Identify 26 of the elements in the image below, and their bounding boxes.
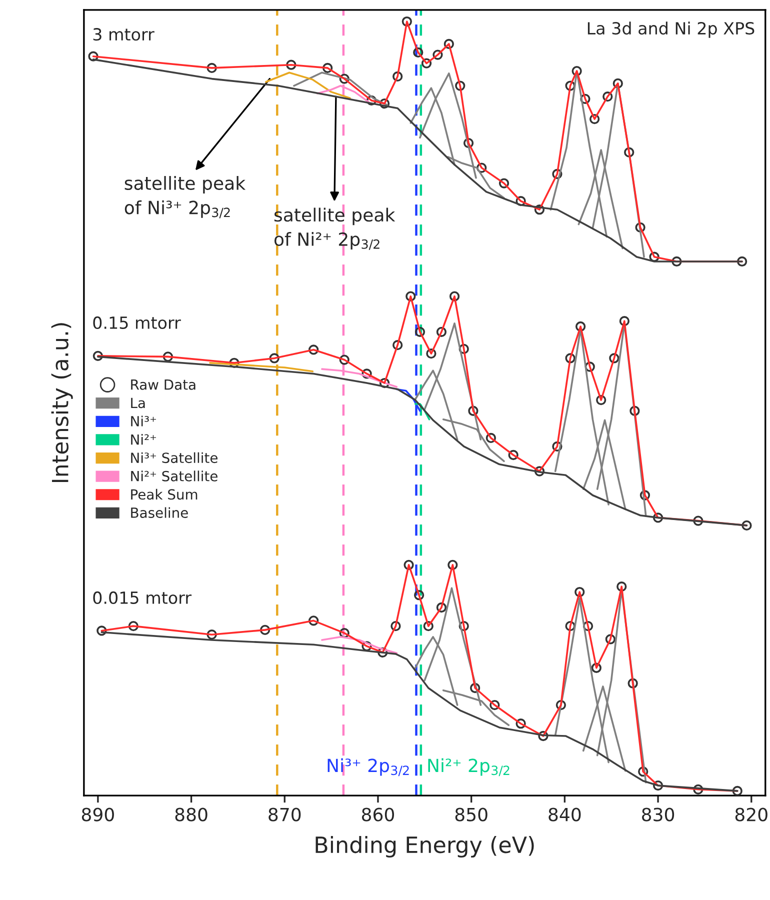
legend-label: Raw Data	[131, 380, 196, 390]
legend-label: Peak Sum	[131, 488, 198, 500]
legend-label: La	[131, 398, 145, 408]
ref-line-label: Ni²⁺ 2p$_{3/2}$	[428, 758, 510, 776]
x-tick-label: 840	[548, 808, 581, 822]
legend-label: Baseline	[131, 507, 188, 518]
legend-label: Ni²⁺	[131, 434, 156, 445]
ref-line-label: Ni³⁺ 2p$_{3/2}$	[328, 758, 409, 776]
annotation: satellite peak of Ni²⁺ 2p$_{3/2}$	[274, 208, 396, 250]
legend-label: Ni²⁺ Satellite	[131, 470, 218, 482]
x-tick-label: 820	[735, 808, 768, 822]
legend-label: Ni³⁺ Satellite	[131, 452, 218, 464]
annotation: satellite peak of Ni³⁺ 2p$_{3/2}$	[124, 176, 246, 218]
annotation: 0.15 mtorr	[93, 316, 181, 330]
chart-title: La 3d and Ni 2p XPS	[588, 22, 754, 38]
x-tick-label: 890	[82, 808, 114, 822]
legend-label: Ni³⁺	[131, 416, 156, 426]
x-tick-label: 830	[642, 808, 674, 822]
x-tick-label: 860	[362, 808, 394, 822]
x-tick-label: 870	[268, 808, 301, 822]
y-axis-title: Intensity (a.u.)	[51, 323, 73, 482]
annotation: 3 mtorr	[93, 28, 154, 41]
x-tick-label: 850	[455, 808, 488, 822]
annotation: 0.015 mtorr	[93, 591, 192, 604]
x-axis-title: Binding Energy (eV)	[316, 836, 534, 858]
x-tick-label: 880	[175, 808, 208, 822]
